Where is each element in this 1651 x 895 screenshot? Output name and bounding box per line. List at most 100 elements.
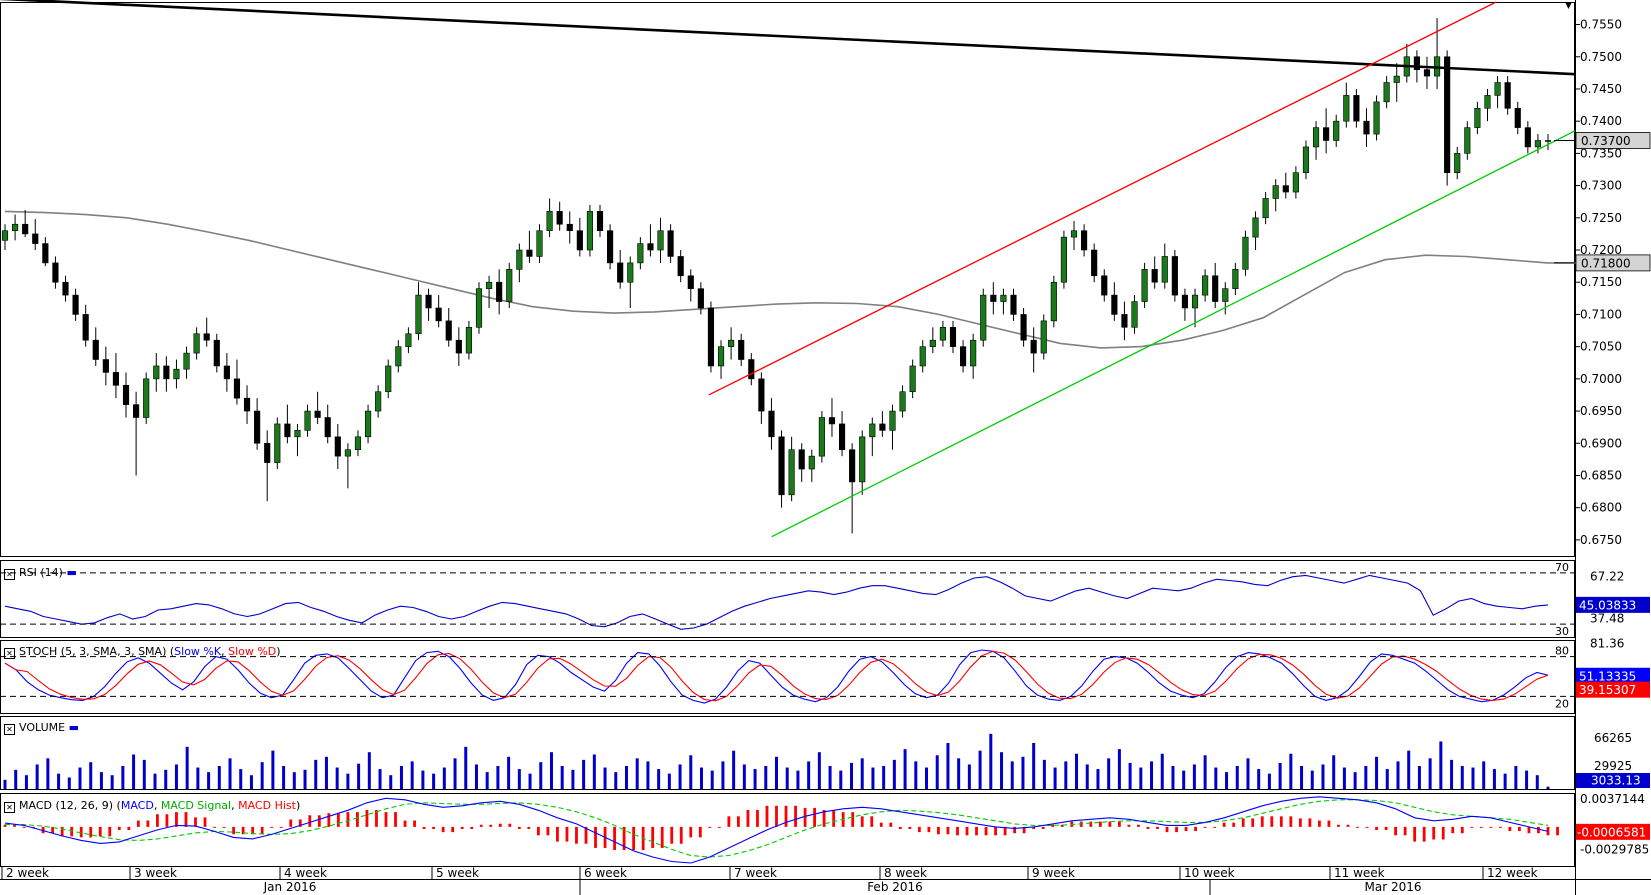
- candle-body-down: [828, 417, 836, 425]
- last-price-tag-box: [1575, 132, 1651, 149]
- macd-hist-bar: [556, 826, 559, 842]
- volume-bar: [742, 764, 746, 789]
- volume-bar: [1300, 766, 1304, 789]
- rsi-legend-swatch: ▬: [66, 566, 77, 579]
- candle-body-down: [556, 211, 563, 225]
- candle-body-down: [324, 417, 331, 438]
- candle-body-down: [1181, 294, 1189, 309]
- week-label: 10 week: [1184, 866, 1235, 880]
- volume-bar: [1192, 764, 1196, 789]
- candle: [980, 288, 987, 347]
- candle: [1423, 56, 1431, 89]
- candle-body-up: [1161, 256, 1168, 283]
- volume-bar: [892, 759, 896, 789]
- candle: [32, 219, 39, 251]
- candle-body-down: [1514, 107, 1521, 128]
- candle: [758, 372, 765, 424]
- lower-channel-line: [771, 130, 1576, 538]
- macd-hist-bar: [517, 826, 521, 829]
- volume-bar: [153, 773, 157, 789]
- volume-bar: [1214, 767, 1218, 789]
- stoch-d-legend: Slow %D: [228, 645, 277, 658]
- volume-bar: [1085, 764, 1089, 789]
- volume-bar: [699, 767, 703, 789]
- candle-body-down: [1010, 294, 1017, 315]
- vol-frame: [0, 716, 1575, 790]
- upper-channel-line: [708, 1, 1497, 396]
- volume-bar: [57, 773, 61, 789]
- volume-bar: [839, 770, 843, 789]
- candle-body-up: [1262, 198, 1269, 219]
- volume-bar: [1021, 756, 1025, 789]
- macd-hist-bar: [632, 826, 636, 851]
- collapse-icon[interactable]: ✕: [4, 802, 15, 813]
- volume-bar: [217, 766, 221, 789]
- candle: [1050, 275, 1057, 328]
- volume-bar: [689, 755, 693, 789]
- macd-hist-bar: [117, 826, 121, 831]
- volume-bar: [1246, 758, 1250, 789]
- candle-body-up: [1544, 140, 1552, 142]
- macd-hist-bar: [1270, 816, 1274, 827]
- volume-bar: [753, 769, 757, 789]
- macd-hist-bar: [1298, 818, 1302, 827]
- collapse-icon[interactable]: ✕: [4, 724, 15, 735]
- macd-hist-bar: [1222, 822, 1226, 827]
- macd-hist-bar: [22, 826, 26, 828]
- week-label: 7 week: [734, 866, 777, 880]
- macd-frame: [0, 793, 1575, 867]
- volume-bar: [474, 764, 478, 789]
- price-pane[interactable]: 0.7550 0.7500 0.7450 0.7400 0.7350 0.7300 0.72…: [0, 0, 1651, 547]
- rsi-frame: [0, 560, 1575, 638]
- candle: [22, 210, 29, 238]
- volume-bar: [775, 756, 778, 789]
- candle: [415, 282, 422, 341]
- candle: [42, 237, 49, 267]
- candle-body-down: [133, 404, 140, 418]
- candle-body-down: [62, 281, 69, 296]
- macd-hist-bar: [98, 826, 102, 837]
- candle: [1494, 76, 1501, 109]
- candle: [1343, 82, 1350, 128]
- rsi-line: [4, 574, 1549, 630]
- candle-body-up: [818, 417, 825, 457]
- collapse-icon[interactable]: ✕: [4, 569, 15, 580]
- macd-title: ✕ MACD (12, 26, 9) (MACD, MACD Signal, MA…: [4, 799, 300, 813]
- candle-body-up: [929, 339, 936, 347]
- candle: [990, 282, 997, 315]
- candle-body-up: [546, 211, 553, 231]
- candle: [233, 359, 241, 405]
- volume-bar: [1182, 770, 1186, 789]
- macd-hist-bar: [108, 826, 112, 837]
- macd-hist-bar: [594, 826, 597, 848]
- stoch-d-value: 39.15307: [1579, 683, 1636, 697]
- macd-hist-bar: [613, 826, 616, 851]
- macd-pane[interactable]: 0.0037144 -0.0029785 -0.0006581: [3, 792, 1650, 864]
- macd-hist-bar: [1098, 821, 1102, 827]
- macd-hist-bar: [1232, 822, 1236, 827]
- candle: [1252, 211, 1259, 251]
- candle-body-down: [254, 410, 261, 444]
- candle-body-up: [1232, 269, 1239, 289]
- candle-body-down: [1101, 275, 1108, 296]
- volume-bar: [1417, 766, 1421, 789]
- macd-hist-bar: [908, 826, 912, 829]
- candle-body-down: [576, 230, 583, 251]
- candle-body-down: [1504, 82, 1511, 109]
- macd-hist-bar: [1013, 826, 1017, 834]
- collapse-icon[interactable]: ✕: [4, 648, 15, 659]
- candle-body-down: [82, 314, 89, 341]
- candle: [425, 288, 432, 321]
- macd-hist-bar: [813, 807, 816, 827]
- candle-body-down: [748, 359, 755, 380]
- candle: [778, 430, 785, 508]
- macd-hist-bar: [51, 826, 55, 834]
- macd-hist-bar: [889, 822, 893, 827]
- month-label: Mar 2016: [1365, 880, 1422, 894]
- volume-bar: [89, 762, 93, 789]
- macd-hist-bar: [670, 826, 674, 844]
- candle-body-down: [52, 262, 59, 283]
